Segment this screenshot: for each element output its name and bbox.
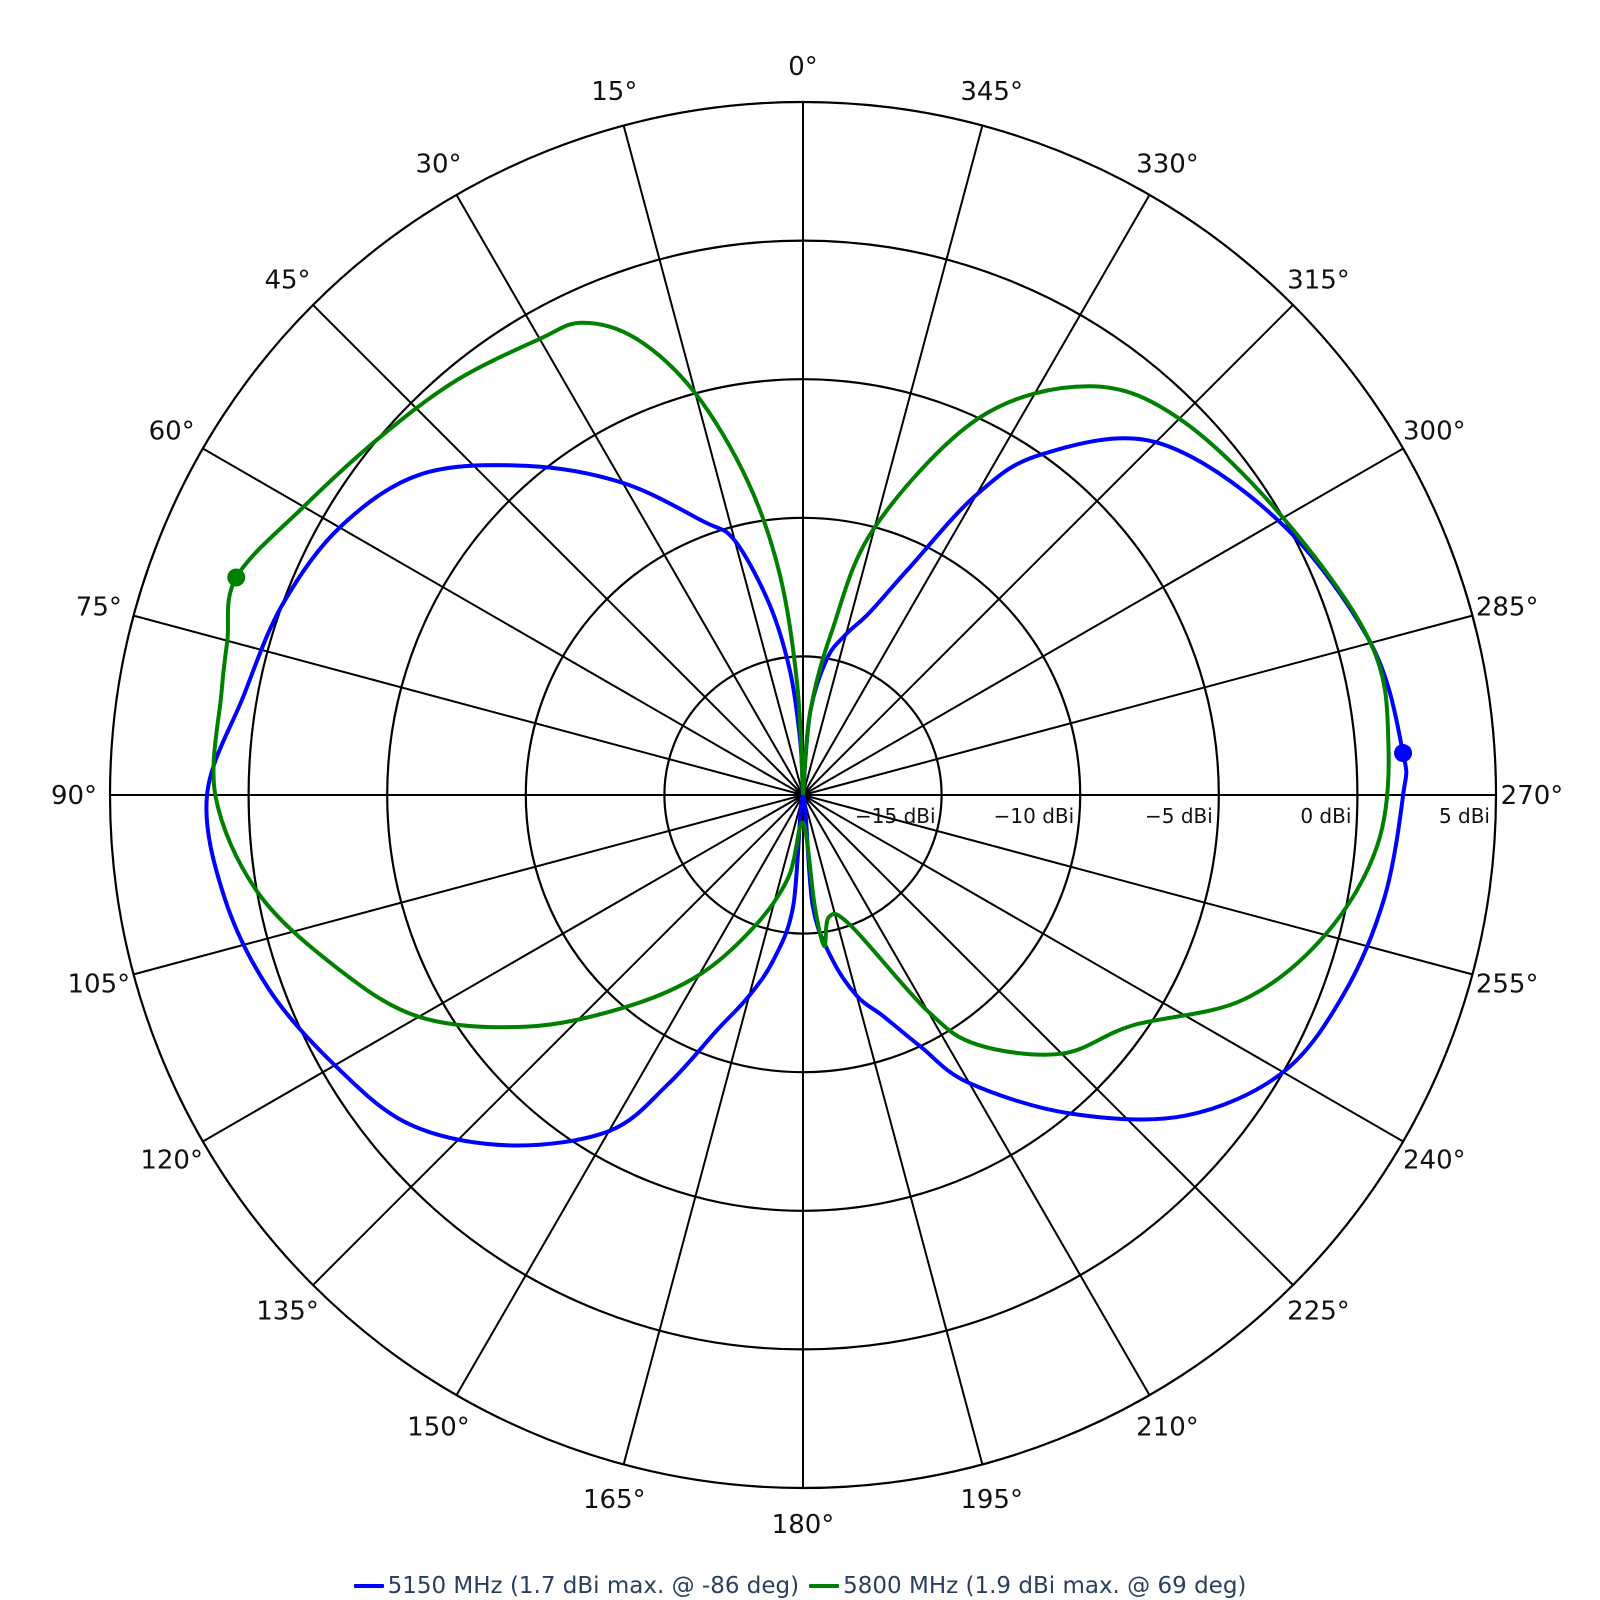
series-max-marker-0[interactable] [1394, 744, 1413, 763]
radial-tick-label: 0 dBi [1300, 804, 1351, 828]
grid-spoke [202, 447, 804, 796]
legend-swatch-5150 [353, 1584, 384, 1588]
radial-tick-labels: −15 dBi −10 dBi −5 dBi 0 dBi 5 dBi [855, 804, 1490, 828]
angular-tick-label: 195° [960, 1485, 1023, 1515]
grid-spoke [802, 794, 1151, 1396]
grid-spoke [802, 125, 984, 796]
angular-tick-label: 210° [1136, 1412, 1199, 1442]
grid-spoke [202, 794, 804, 1143]
series-line-1 [211, 320, 1391, 1057]
angular-tick-label: 105° [68, 970, 131, 1000]
angular-tick-label: 315° [1287, 266, 1350, 296]
angular-tick-label: 300° [1403, 417, 1466, 447]
legend-label-5150: 5150 MHz (1.7 dBi max. @ -86 deg) [387, 1573, 800, 1599]
radial-tick-label: −15 dBi [855, 804, 936, 828]
radial-tick-label: −10 dBi [994, 804, 1075, 828]
angular-tick-labels: 0° 15° 30° 45° 60° 75° 90° 105° 120° 135° 150° 165°… [51, 52, 1563, 1540]
grid-spoke [133, 614, 804, 796]
polar-grid [108, 100, 1498, 1490]
grid-spoke [802, 614, 1473, 796]
angular-tick-label: 90° [51, 781, 97, 811]
angular-tick-label: 165° [583, 1485, 646, 1515]
angular-tick-label: 45° [264, 266, 310, 296]
angular-tick-label: 330° [1136, 150, 1199, 180]
angular-tick-label: 60° [149, 417, 195, 447]
grid-spoke [133, 794, 804, 976]
angular-tick-label: 255° [1476, 970, 1539, 1000]
angular-tick-label: 150° [407, 1412, 470, 1442]
angular-tick-label: 225° [1287, 1296, 1350, 1326]
angular-tick-label: 345° [960, 77, 1023, 107]
angular-tick-label: 0° [788, 52, 818, 82]
angular-tick-label: 15° [591, 77, 637, 107]
grid-spoke [622, 125, 804, 796]
grid-spoke [622, 794, 804, 1465]
angular-tick-label: 120° [140, 1146, 203, 1176]
grid-spoke [802, 794, 1294, 1286]
angular-tick-label: 75° [76, 592, 122, 622]
grid-spoke [802, 304, 1294, 796]
grid-spoke [455, 794, 804, 1396]
series-max-marker-1[interactable] [227, 568, 246, 587]
grid-spoke [802, 794, 984, 1465]
grid-spoke [455, 194, 804, 796]
grid-spoke [802, 794, 1473, 976]
angular-tick-label: 270° [1501, 781, 1564, 811]
angular-tick-label: 180° [772, 1510, 835, 1540]
legend-item-5150[interactable]: 5150 MHz (1.7 dBi max. @ -86 deg) [353, 1573, 800, 1599]
legend-swatch-5800 [809, 1584, 840, 1588]
legend-label-5800: 5800 MHz (1.9 dBi max. @ 69 deg) [843, 1573, 1247, 1599]
angular-tick-label: 30° [415, 150, 461, 180]
legend-item-5800[interactable]: 5800 MHz (1.9 dBi max. @ 69 deg) [809, 1573, 1246, 1599]
grid-spoke [312, 794, 804, 1286]
angular-tick-label: 285° [1476, 592, 1539, 622]
radial-tick-label: −5 dBi [1145, 804, 1213, 828]
legend: 5150 MHz (1.7 dBi max. @ -86 deg) 5800 M… [0, 1572, 1600, 1600]
angular-tick-label: 135° [256, 1296, 319, 1326]
angular-tick-label: 240° [1403, 1146, 1466, 1176]
grid-spoke [802, 447, 1404, 796]
radial-tick-label: 5 dBi [1439, 804, 1490, 828]
grid-spoke [312, 304, 804, 796]
series-traces [204, 320, 1413, 1148]
grid-spoke [802, 794, 1404, 1143]
